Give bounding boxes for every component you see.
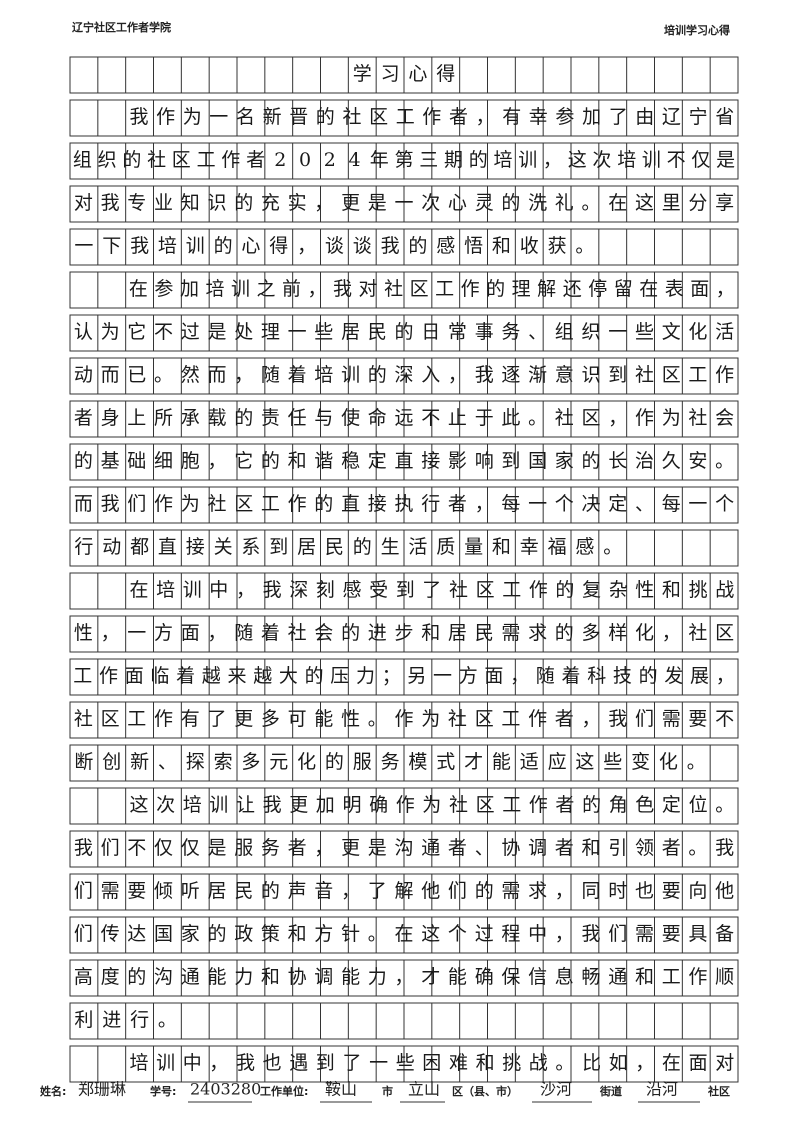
text-line: 一下我培训的心得，谈谈我的感悟和收获。: [74, 235, 594, 257]
text-line: 这次培训让我更加明确作为社区工作者的角色定位。: [129, 794, 734, 816]
grid: [69, 56, 739, 1083]
text-line: 我作为一名新晋的社区工作者，有幸参加了由辽宁省: [129, 106, 734, 128]
text-line: 性，一方面，随着社会的进步和居民需求的多样化，社区: [74, 622, 734, 644]
street: 沙河: [540, 1080, 572, 1099]
text-line: 社区工作有了更多可能性。作为社区工作者，我们需要不: [74, 708, 734, 730]
text-line: 对我专业知识的充实，更是一次心灵的洗礼。在这里分享: [74, 192, 734, 214]
city: 鞍山: [325, 1080, 357, 1099]
name: 郑珊琳: [78, 1080, 126, 1099]
text-line: 们传达国家的政策和方针。在这个过程中，我们需要具备: [74, 923, 734, 945]
header-left: 辽宁社区工作者学院: [72, 20, 171, 34]
district: 立山: [408, 1080, 440, 1099]
community-label: 社区: [707, 1084, 730, 1098]
id-label: 学号:: [150, 1084, 176, 1098]
text-line: 组织的社区工作者2024年第三期的培训，这次培训不仅是: [73, 149, 735, 171]
text-line: 断创新、探索多元化的服务模式才能适应这些变化。: [74, 751, 705, 773]
city-label: 市: [382, 1084, 393, 1098]
text-line: 高度的沟通能力和协调能力，才能确保信息畅通和工作顺: [74, 966, 734, 988]
footer: 姓名: 郑珊琳 学号: 2403280 工作单位: 鞍山 市 立山 区（县、市）…: [40, 1080, 730, 1103]
text-line: 培训中，我也遇到了一些困难和挑战。比如，在面对: [129, 1052, 734, 1074]
text-line: 动而已。然而，随着培训的深入，我逐渐意识到社区工作: [74, 364, 734, 386]
unit-label: 工作单位:: [260, 1084, 308, 1098]
student-id: 2403280: [190, 1080, 261, 1099]
text-line: 认为它不过是处理一些居民的日常事务、组织一些文化活: [74, 321, 734, 343]
text-line: 们需要倾听居民的声音，了解他们的需求，同时也要向他: [74, 880, 734, 902]
district-label: 区（县、市）: [452, 1084, 518, 1098]
text-line: 我们不仅仅是服务者，更是沟通者、协调者和引领者。我: [74, 837, 734, 859]
text-line: 的基础细胞，它的和谐稳定直接影响到国家的长治久安。: [74, 450, 734, 472]
text-line: 而我们作为社区工作的直接执行者，每一个决定、每一个: [74, 493, 734, 515]
header-right: 培训学习心得: [664, 23, 730, 37]
community: 沿河: [646, 1080, 678, 1099]
text-line: 在培训中，我深刻感受到了社区工作的复杂性和挑战: [129, 579, 734, 601]
street-label: 街道: [599, 1084, 622, 1098]
text-line: 者身上所承载的责任与使命远不止于此。社区，作为社会: [74, 407, 734, 429]
name-label: 姓名:: [40, 1084, 66, 1098]
